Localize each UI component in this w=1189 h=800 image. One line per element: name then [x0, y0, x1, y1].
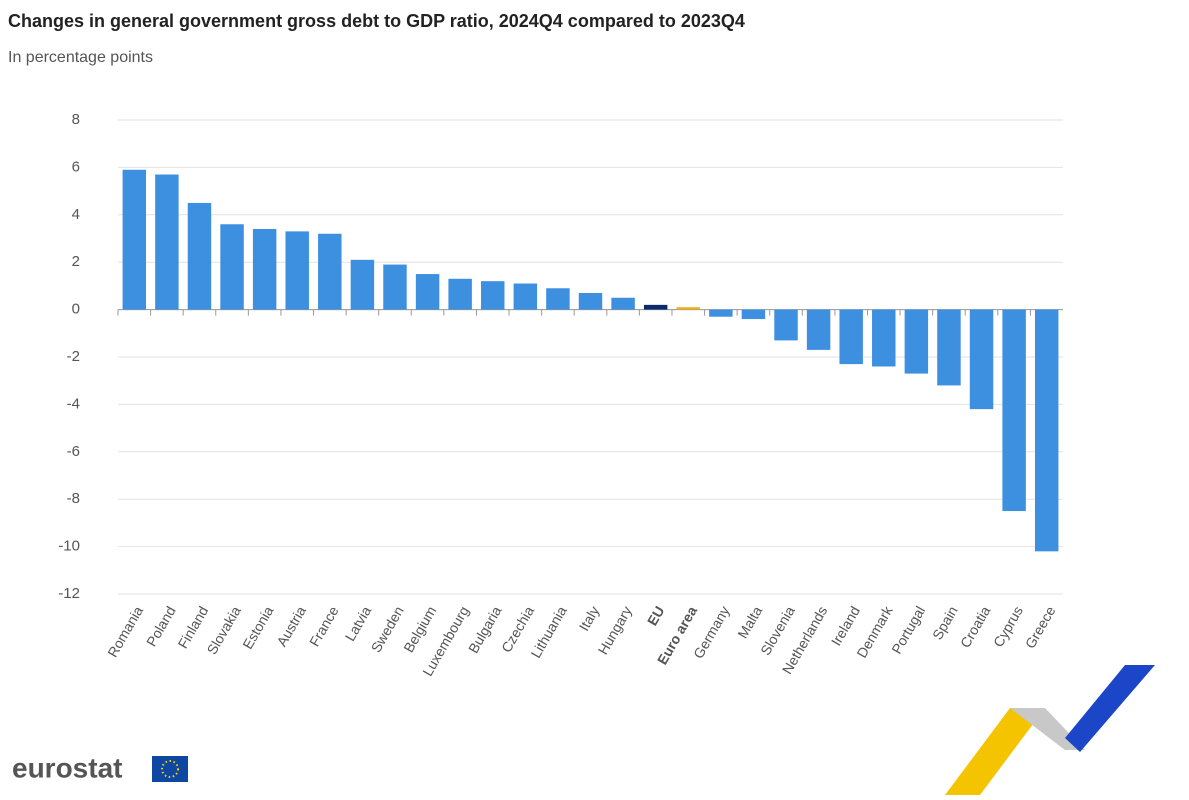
eu-flag: [152, 756, 188, 782]
y-tick-label: -4: [67, 395, 80, 412]
bar: [350, 259, 375, 310]
y-tick-label: -8: [67, 490, 80, 507]
y-tick-label: -6: [67, 443, 80, 460]
y-tick-label: 0: [72, 301, 80, 318]
y-tick-label: 8: [72, 111, 80, 128]
x-tick-label: Greece: [1022, 603, 1059, 651]
logo-text: eurostat: [12, 752, 122, 783]
bar: [1002, 309, 1026, 512]
x-tick-label: Croatia: [957, 603, 994, 650]
eu-stars: [161, 760, 179, 778]
bar: [839, 309, 863, 365]
bar: [741, 309, 766, 320]
bar: [513, 283, 538, 310]
x-tick-label: Poland: [143, 603, 179, 649]
bar: [709, 309, 733, 317]
x-tick-label: Cyprus: [990, 603, 1026, 649]
bar: [578, 293, 603, 310]
y-tick-label: -12: [58, 585, 80, 602]
bar: [481, 281, 505, 310]
x-tick-label: Spain: [929, 603, 961, 642]
bar: [1034, 309, 1059, 552]
y-tick-label: -2: [67, 348, 80, 365]
x-tick-label: France: [306, 603, 342, 649]
bar: [872, 309, 896, 367]
chart-subtitle: In percentage points: [8, 49, 153, 66]
bar: [937, 309, 961, 386]
x-tick-label: Latvia: [342, 603, 375, 644]
bar: [676, 307, 700, 310]
y-tick-label: -10: [58, 538, 80, 555]
chart-title: Changes in general government gross debt…: [8, 11, 745, 31]
bar: [187, 202, 212, 310]
y-tick-label: 6: [72, 158, 80, 175]
plot: -12-10-8-6-4-202468RomaniaPolandFinlandS…: [58, 111, 1063, 679]
x-tick-label: Estonia: [239, 603, 276, 652]
bar: [318, 233, 342, 310]
x-tick-label: Malta: [734, 603, 765, 641]
bar: [383, 264, 407, 310]
bar: [415, 274, 440, 310]
bar: [448, 278, 472, 310]
bar: [252, 229, 277, 310]
y-tick-label: 2: [72, 253, 80, 270]
bar: [969, 309, 994, 410]
swoosh-grey: [1010, 708, 1085, 750]
bar: [285, 231, 309, 310]
x-tick-label: Ireland: [828, 603, 863, 648]
bar: [155, 174, 179, 310]
bar: [611, 297, 635, 310]
bar: [122, 169, 147, 310]
bar: [546, 288, 570, 310]
x-tick-label: Austria: [273, 603, 309, 649]
swoosh-blue: [1065, 665, 1155, 752]
bar: [904, 309, 929, 374]
bar: [220, 224, 244, 310]
bar: [643, 304, 668, 310]
swoosh-yellow: [945, 708, 1045, 795]
y-tick-label: 4: [72, 206, 80, 223]
x-tick-label: Italy: [576, 603, 603, 633]
x-tick-label: Romania: [104, 603, 146, 660]
x-tick-label: EU: [644, 603, 668, 628]
bar: [774, 309, 798, 341]
bar: [806, 309, 831, 350]
